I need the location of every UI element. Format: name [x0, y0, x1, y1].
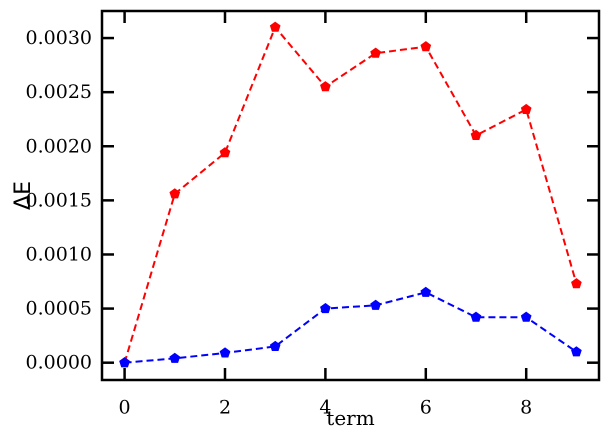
y-tick-label: 0.0020 — [26, 135, 92, 157]
y-tick-label: 0.0005 — [26, 298, 92, 320]
y-tick-label: 0.0000 — [26, 352, 92, 374]
data-point — [520, 311, 532, 322]
plot-area — [102, 11, 599, 380]
x-tick-label: 2 — [219, 397, 231, 419]
y-axis-title: ΔE — [11, 181, 36, 210]
plot-frame — [100, 9, 601, 382]
y-tick-label: 0.0025 — [26, 81, 92, 103]
x-tick-label: 8 — [520, 397, 532, 419]
data-point — [119, 357, 130, 368]
data-point — [370, 299, 381, 310]
x-tick-label: 6 — [420, 397, 432, 419]
data-point — [420, 286, 432, 297]
data-point — [269, 21, 281, 32]
data-point — [169, 188, 181, 199]
data-point — [320, 302, 331, 314]
y-tick-label: 0.0030 — [26, 27, 92, 49]
y-tick-label: 0.0015 — [26, 189, 92, 211]
x-tick-label: 4 — [319, 397, 331, 419]
data-point — [470, 129, 482, 140]
x-axis-title: term — [326, 406, 374, 430]
series-line-0 — [123, 25, 578, 363]
ticks-layer: 0 2 4 6 8 0.0000 0.0005 0.0010 0.0015 0.0020 0.002… — [26, 11, 599, 419]
data-point — [420, 41, 432, 52]
x-tick-label: 0 — [119, 397, 131, 419]
data-point — [370, 47, 381, 58]
data-point — [269, 340, 281, 351]
series-line-1 — [124, 291, 577, 364]
data-point — [571, 346, 582, 357]
data-point — [470, 311, 482, 322]
data-point — [520, 103, 532, 115]
data-point — [571, 278, 582, 289]
data-point — [169, 352, 181, 363]
series-layer — [119, 21, 582, 368]
data-point — [219, 147, 231, 158]
y-tick-label: 0.0010 — [26, 243, 92, 265]
data-point — [320, 81, 331, 92]
data-point — [219, 347, 231, 358]
